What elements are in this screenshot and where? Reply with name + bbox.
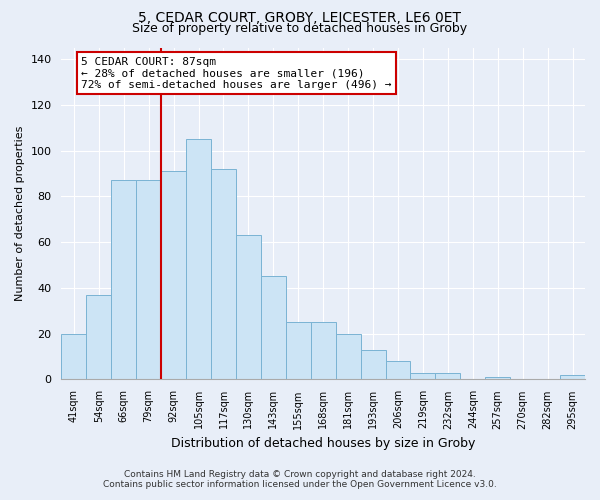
Bar (236, 235, 261, 380)
Bar (86, 294, 111, 380)
Bar (186, 139, 211, 380)
Bar (261, 276, 286, 380)
Text: 5, CEDAR COURT, GROBY, LEICESTER, LE6 0ET: 5, CEDAR COURT, GROBY, LEICESTER, LE6 0E… (139, 11, 461, 25)
Bar (211, 169, 236, 380)
Y-axis label: Number of detached properties: Number of detached properties (15, 126, 25, 301)
Bar (286, 322, 311, 380)
Bar (361, 350, 386, 380)
Bar (410, 372, 436, 380)
Bar (560, 375, 585, 380)
Bar (311, 322, 335, 380)
Bar (136, 180, 161, 380)
Bar (436, 372, 460, 380)
Text: Contains HM Land Registry data © Crown copyright and database right 2024.
Contai: Contains HM Land Registry data © Crown c… (103, 470, 497, 489)
Bar (61, 334, 86, 380)
Text: Size of property relative to detached houses in Groby: Size of property relative to detached ho… (133, 22, 467, 35)
Text: 5 CEDAR COURT: 87sqm
← 28% of detached houses are smaller (196)
72% of semi-deta: 5 CEDAR COURT: 87sqm ← 28% of detached h… (82, 56, 392, 90)
Bar (335, 334, 361, 380)
Bar (111, 180, 136, 380)
X-axis label: Distribution of detached houses by size in Groby: Distribution of detached houses by size … (171, 437, 475, 450)
Bar (161, 171, 186, 380)
Bar (485, 377, 510, 380)
Bar (386, 361, 410, 380)
